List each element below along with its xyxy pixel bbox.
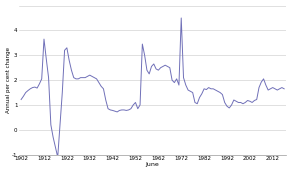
X-axis label: June: June	[146, 162, 159, 167]
Y-axis label: Annual per cent change: Annual per cent change	[6, 47, 11, 113]
